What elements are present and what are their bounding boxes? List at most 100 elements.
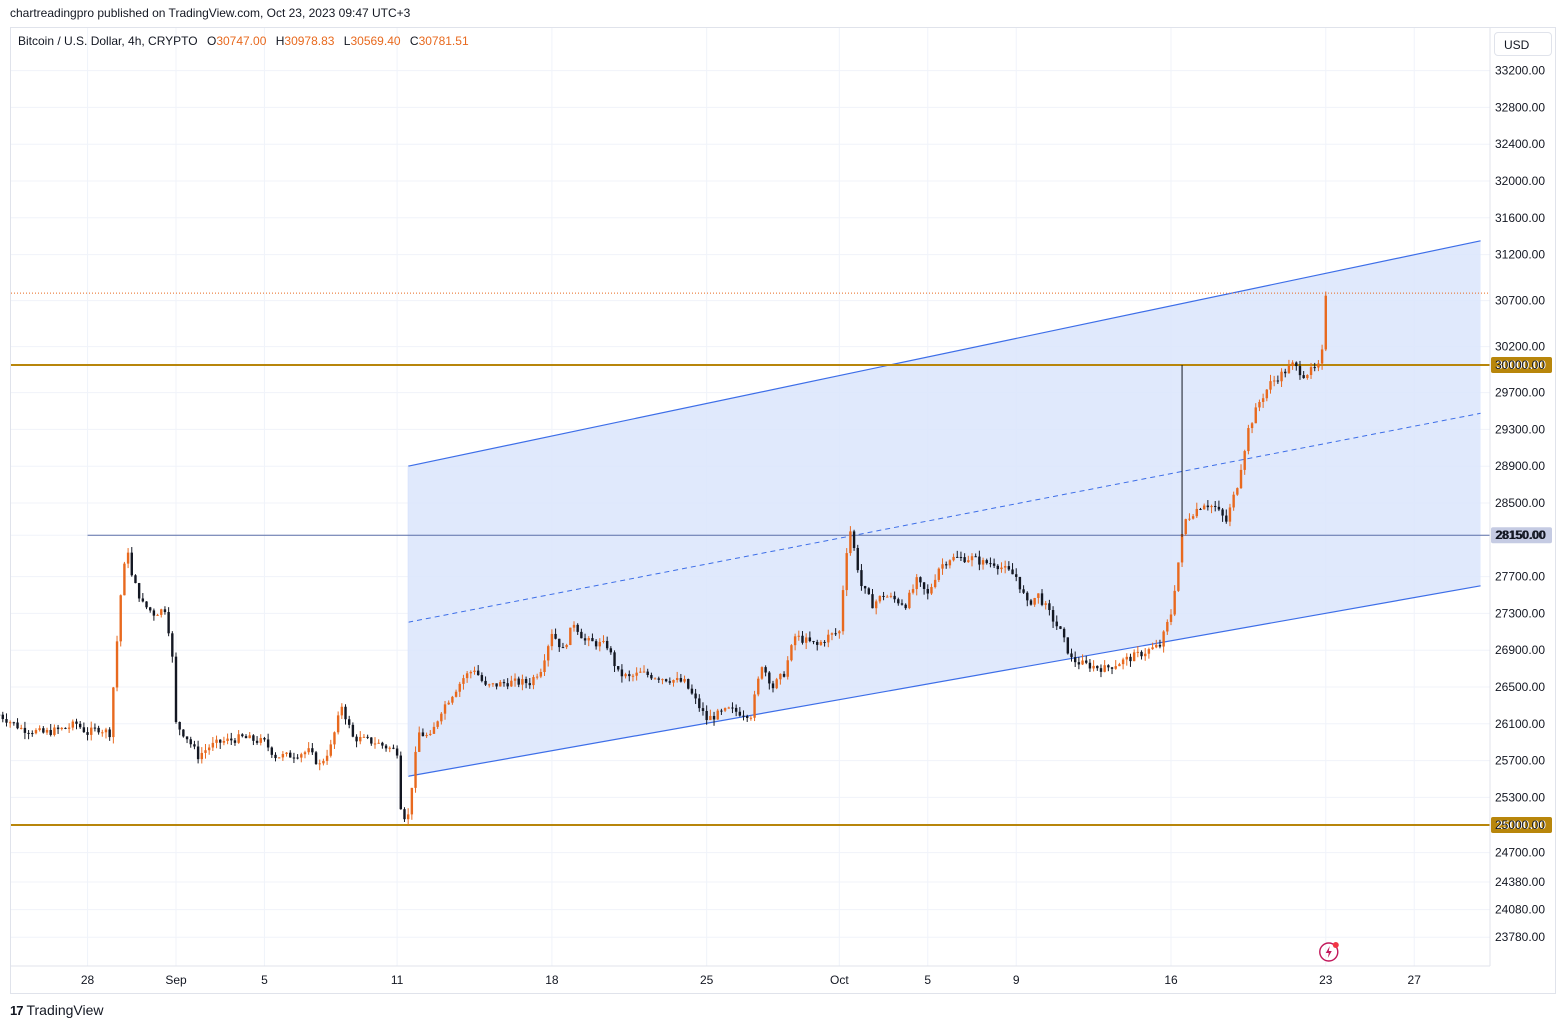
candle-body [395, 748, 399, 756]
candle-body [782, 673, 786, 677]
candle-body [598, 641, 601, 647]
x-tick-label: Oct [830, 973, 849, 987]
candle-body [410, 787, 414, 815]
candle-body [440, 713, 443, 722]
time-axis: 28 Sep 5 11 18 25 Oct 5 9 16 23 27 [11, 965, 1490, 987]
candle-body [904, 604, 907, 609]
candle-body [152, 610, 156, 616]
candle-body [974, 556, 977, 558]
candle-body [215, 739, 218, 743]
candle-body [1125, 656, 1128, 660]
candle-body [694, 693, 697, 699]
candle-body [897, 599, 900, 604]
candle-body [712, 715, 716, 720]
candle-body [1180, 534, 1184, 563]
candle-body [373, 743, 377, 745]
candle-body [985, 560, 988, 564]
candle-body [937, 568, 941, 580]
candle-body [709, 715, 712, 721]
candle-body [565, 644, 568, 648]
candle-body [517, 678, 520, 685]
candle-body [900, 603, 904, 605]
candle-body [1, 714, 4, 720]
candle-body [613, 652, 616, 667]
candle-body [351, 724, 355, 737]
candle-body [930, 587, 933, 594]
candle-body [167, 612, 170, 634]
candle-body [163, 609, 167, 613]
candle-body [12, 722, 16, 724]
chart-frame [10, 27, 1556, 994]
candle-body [1026, 592, 1029, 601]
candle-body [1029, 600, 1033, 605]
candle-body [1280, 371, 1283, 382]
candle-body [734, 707, 738, 712]
candle-body [285, 752, 288, 754]
candle-body [1269, 381, 1272, 390]
candle-body [340, 706, 344, 716]
candle-body [207, 747, 211, 751]
candle-body [661, 679, 664, 681]
candle-body [429, 733, 432, 735]
candle-body [687, 679, 690, 689]
candle-body [1221, 509, 1224, 516]
candle-body [465, 673, 469, 679]
candle-body [1147, 649, 1151, 654]
candle-body [642, 671, 646, 673]
candle-body [989, 563, 992, 565]
candle-body [867, 588, 871, 595]
candle-body [1055, 621, 1058, 627]
x-tick-label: 5 [261, 973, 268, 987]
candle-body [322, 760, 325, 764]
candle-body [274, 754, 277, 759]
currency-button[interactable]: USD [1494, 32, 1552, 56]
candle-body [204, 750, 207, 753]
low-label: L [343, 34, 351, 48]
candle-body [1202, 505, 1206, 510]
y-tick-label: 26500.00 [1495, 680, 1545, 694]
open-value: 30747.00 [216, 34, 267, 48]
candle-body [863, 586, 867, 589]
candle-body [856, 547, 859, 571]
tradingview-logo[interactable]: 17 TradingView [10, 1002, 104, 1018]
candle-body [1007, 566, 1011, 570]
candle-body [8, 722, 12, 724]
candle-body [882, 595, 885, 597]
candle-body [16, 722, 19, 729]
y-tick-label: 25300.00 [1495, 790, 1545, 804]
candle-body [344, 706, 347, 720]
candle-body [112, 687, 115, 738]
y-tick-label: 30200.00 [1495, 340, 1545, 354]
candle-body [451, 696, 454, 703]
candle-body [941, 564, 944, 569]
candle-body [827, 634, 830, 643]
candle-body [768, 672, 771, 684]
candle-body [1188, 518, 1191, 520]
candle-body [679, 678, 683, 682]
candle-body [1302, 375, 1305, 379]
candle-body [219, 739, 222, 743]
candle-body [558, 638, 561, 648]
candle-body [56, 727, 60, 730]
candle-body [620, 669, 624, 677]
candle-body [841, 590, 845, 632]
candle-body [543, 660, 546, 672]
candle-body [967, 560, 970, 563]
candle-body [281, 753, 285, 758]
candle-body [362, 736, 366, 738]
candle-body [561, 647, 565, 649]
candle-body [535, 676, 539, 678]
candle-body [1129, 656, 1132, 662]
candle-body [753, 694, 756, 718]
candle-body [672, 680, 675, 683]
candle-body [1250, 423, 1254, 429]
candle-body [716, 710, 719, 720]
price-channel [407, 240, 1481, 777]
candle-body [1298, 366, 1302, 376]
candle-body [1232, 494, 1235, 508]
candle-body [922, 582, 926, 589]
candle-body [1236, 488, 1239, 495]
symbol-legend: Bitcoin / U.S. Dollar, 4h, CRYPTO O30747… [18, 34, 475, 48]
candle-body [1144, 653, 1147, 657]
